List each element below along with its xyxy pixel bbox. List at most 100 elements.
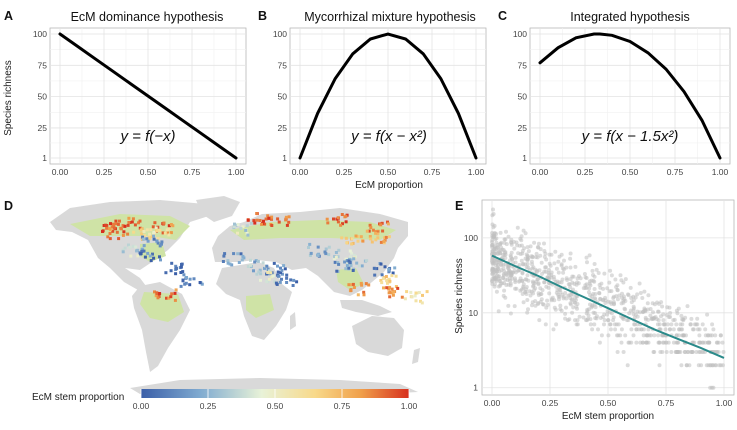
plot-point — [570, 310, 575, 315]
plot-point — [393, 266, 397, 270]
plot-point — [584, 255, 589, 260]
plot-point — [256, 259, 260, 263]
plot-point — [134, 245, 138, 249]
plot-point — [520, 270, 525, 275]
plot-point — [689, 316, 694, 321]
plot-point — [142, 230, 146, 233]
plot-point — [640, 296, 645, 300]
plot-point — [568, 302, 573, 307]
panel-d: D — [4, 196, 429, 411]
plot-point — [368, 235, 372, 238]
plot-point — [276, 264, 279, 268]
panel-c: C Integrated hypothesis 0.00 0.25 0.50 0.75… — [498, 9, 731, 177]
plot-point — [556, 259, 561, 264]
panel-c-curve — [538, 32, 722, 160]
panel-letter-e: E — [455, 199, 463, 213]
plot-point — [267, 216, 271, 220]
plot-point — [517, 243, 522, 248]
plot-point — [623, 277, 628, 282]
plot-point — [337, 262, 341, 266]
plot-point — [270, 217, 273, 221]
panel-e-x-tick-label: 0.50 — [600, 398, 617, 408]
panel-a-x-tick-label: 0.50 — [140, 167, 157, 177]
plot-point — [505, 273, 510, 278]
plot-point — [611, 294, 616, 299]
plot-point — [659, 314, 663, 319]
plot-point — [683, 350, 687, 354]
plot-point — [129, 254, 133, 258]
plot-point — [390, 274, 394, 278]
plot-point — [153, 221, 157, 225]
plot-point — [674, 322, 679, 327]
map-colorbar-ticks: 0.00 0.25 0.50 0.75 1.00 — [133, 389, 418, 411]
plot-point — [637, 310, 642, 315]
plot-point — [629, 327, 634, 332]
plot-point — [151, 252, 154, 256]
plot-point — [532, 288, 537, 292]
panel-a-ylabel: Species richness — [3, 60, 14, 136]
plot-point — [138, 226, 142, 230]
plot-point — [284, 218, 288, 222]
plot-point — [539, 260, 544, 265]
plot-point — [362, 293, 366, 297]
plot-point — [160, 240, 164, 244]
panel-b-curve — [298, 32, 478, 160]
plot-point — [697, 340, 702, 345]
plot-point — [573, 296, 578, 301]
colorbar-tick-label: 0.50 — [267, 401, 284, 411]
plot-point — [270, 224, 274, 227]
panel-e-x-tick-label: 0.00 — [484, 398, 501, 408]
landmass-australia — [352, 316, 404, 356]
plot-point — [249, 258, 252, 262]
plot-point — [652, 350, 657, 354]
plot-point — [601, 286, 606, 291]
plot-point — [374, 238, 378, 242]
plot-point — [267, 269, 271, 273]
plot-point — [361, 239, 365, 243]
plot-point — [272, 261, 276, 265]
plot-point — [375, 267, 379, 271]
plot-point — [344, 267, 348, 271]
plot-point — [324, 252, 328, 256]
plot-point — [615, 350, 620, 354]
colorbar-tick-label: 1.00 — [401, 401, 418, 411]
plot-point — [169, 295, 173, 299]
plot-point — [356, 239, 360, 243]
plot-point — [360, 283, 364, 287]
plot-point — [548, 263, 553, 268]
plot-point — [492, 274, 497, 279]
plot-point — [536, 293, 541, 298]
plot-point — [701, 340, 706, 345]
plot-point — [634, 340, 639, 345]
plot-point — [525, 245, 530, 250]
plot-point — [252, 269, 255, 273]
plot-point — [265, 264, 269, 268]
plot-point — [182, 273, 186, 277]
plot-point — [584, 276, 589, 280]
plot-point — [405, 290, 409, 294]
plot-point — [525, 298, 530, 302]
plot-point — [635, 292, 640, 297]
plot-point — [502, 288, 507, 293]
plot-point — [665, 305, 670, 310]
plot-point — [394, 285, 398, 288]
plot-point — [380, 273, 384, 277]
plot-point — [130, 220, 134, 224]
plot-point — [246, 233, 250, 237]
plot-point — [652, 333, 657, 338]
plot-point — [697, 333, 702, 338]
plot-point — [349, 289, 353, 292]
plot-point — [344, 220, 348, 224]
plot-point — [520, 248, 525, 253]
plot-point — [140, 249, 144, 253]
landmass-central-america — [110, 268, 146, 290]
plot-point — [236, 223, 240, 226]
plot-point — [414, 291, 418, 295]
plot-point — [544, 265, 548, 270]
plot-point — [592, 274, 597, 279]
plot-point — [614, 322, 619, 327]
plot-point — [352, 257, 356, 261]
plot-point — [291, 284, 295, 287]
plot-point — [526, 249, 531, 254]
plot-point — [566, 293, 571, 298]
